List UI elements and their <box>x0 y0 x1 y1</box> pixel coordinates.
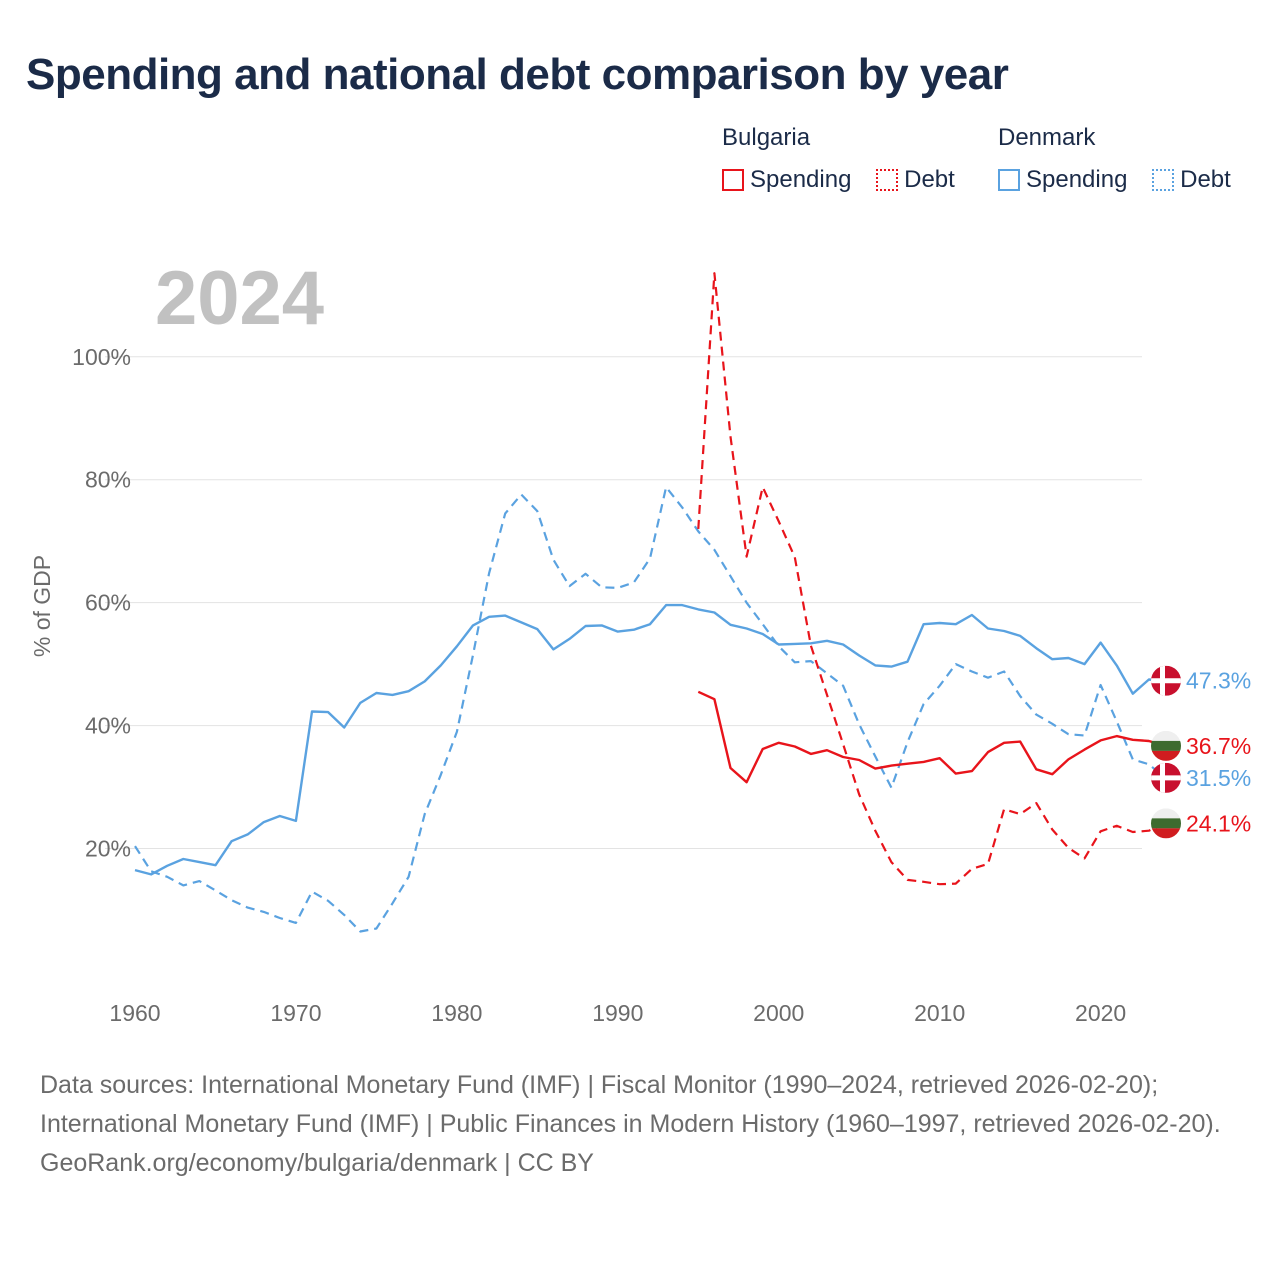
bulgaria-flag-icon <box>1151 808 1181 839</box>
legend-group-denmark: Denmark Spending Debt <box>998 124 1231 198</box>
series-line-bulgaria-spending[interactable] <box>697 690 1166 784</box>
legend-item-label: Debt <box>1180 166 1231 193</box>
series-layer <box>134 272 1166 933</box>
y-tick-label: 100% <box>72 344 131 370</box>
year-label: 2024 <box>155 256 324 341</box>
legend-item-denmark-spending[interactable]: Spending <box>998 166 1127 194</box>
legend-item-bulgaria-spending[interactable]: Spending <box>722 166 851 194</box>
footer: Data sources: International Monetary Fun… <box>40 1066 1250 1183</box>
denmark-flag-icon <box>1151 665 1181 696</box>
data-sources: Data sources: International Monetary Fun… <box>40 1071 1221 1138</box>
attribution-link[interactable]: GeoRank.org/economy/bulgaria/denmark | C… <box>40 1149 594 1177</box>
line-chart: 20% 40% 60% 80% 100% 1960 1970 1980 1990 2000 2010… <box>29 256 1251 1026</box>
legend-item-label: Spending <box>750 166 852 193</box>
x-tick-label: 2020 <box>1075 1000 1126 1026</box>
solid-line-swatch-icon <box>722 169 744 191</box>
end-value-label: 36.7% <box>1186 733 1251 759</box>
end-value-label: 47.3% <box>1186 668 1251 694</box>
legend-item-bulgaria-debt[interactable]: Debt <box>876 166 955 194</box>
grid-layer: 20% 40% 60% 80% 100% 1960 1970 1980 1990 2000 2010… <box>72 344 1142 1026</box>
y-axis-title: % of GDP <box>29 555 55 657</box>
series-line-denmark-spending[interactable] <box>134 603 1166 876</box>
y-tick-label: 60% <box>85 590 131 616</box>
x-tick-label: 2010 <box>914 1000 965 1026</box>
y-tick-label: 40% <box>85 713 131 739</box>
x-tick-label: 1960 <box>109 1000 160 1026</box>
legend-item-label: Spending <box>1026 166 1128 193</box>
legend-item-denmark-debt[interactable]: Debt <box>1152 166 1231 194</box>
x-tick-label: 1980 <box>431 1000 482 1026</box>
series-line-denmark-debt[interactable] <box>134 486 1166 933</box>
solid-line-swatch-icon <box>998 169 1020 191</box>
end-value-label: 31.5% <box>1186 765 1251 791</box>
series-line-bulgaria-debt[interactable] <box>697 272 1166 886</box>
x-tick-label: 1990 <box>592 1000 643 1026</box>
x-tick-label: 1970 <box>270 1000 321 1026</box>
dotted-line-swatch-icon <box>1152 169 1175 191</box>
y-tick-label: 80% <box>85 467 131 493</box>
end-value-label: 24.1% <box>1186 810 1251 836</box>
legend-group-bulgaria: Bulgaria Spending Debt <box>722 124 973 198</box>
marker-layer: 47.3% 31.5% 36.7% 24.1% <box>1151 665 1251 839</box>
legend-group-name: Bulgaria <box>722 124 811 151</box>
legend-item-label: Debt <box>904 166 955 193</box>
legend-group-name: Denmark <box>998 124 1096 151</box>
dotted-line-swatch-icon <box>876 169 899 191</box>
y-tick-label: 20% <box>85 836 131 862</box>
denmark-flag-icon <box>1151 762 1181 793</box>
x-tick-label: 2000 <box>753 1000 804 1026</box>
page-title: Spending and national debt comparison by… <box>26 50 1009 99</box>
bulgaria-flag-icon <box>1151 730 1181 761</box>
